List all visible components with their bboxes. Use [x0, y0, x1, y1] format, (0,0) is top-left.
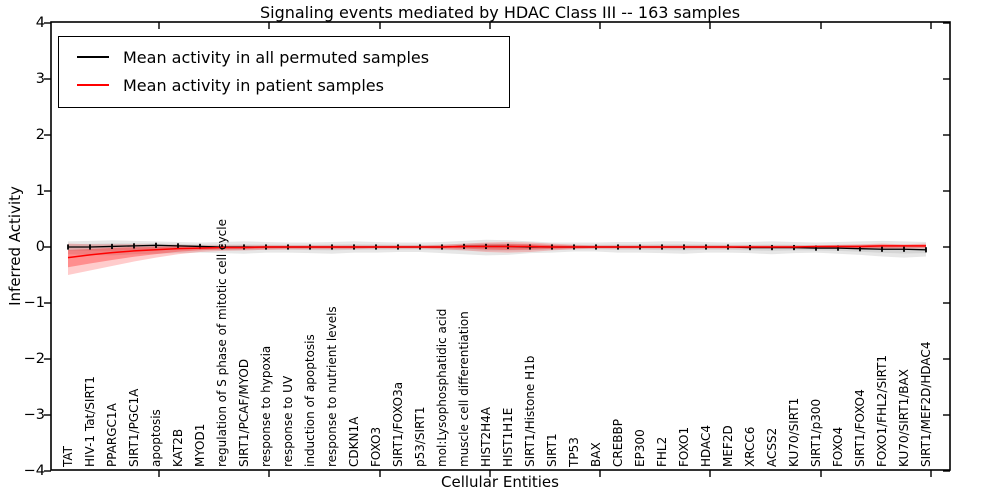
x-tick-label: BAX	[589, 442, 603, 467]
y-tick-label: −4	[23, 463, 45, 479]
x-tick-label: KAT2B	[171, 428, 185, 467]
x-tick-label: response to UV	[281, 375, 295, 467]
x-tick-label: FHL2	[655, 436, 669, 467]
x-tick-label: regulation of S phase of mitotic cell cy…	[215, 219, 229, 467]
x-tick-label: SIRT1/FOXO3a	[391, 381, 405, 467]
x-tick-label: induction of apoptosis	[303, 334, 317, 467]
x-tick-label: SIRT1/p300	[809, 398, 823, 467]
x-tick-label: XRCC6	[743, 426, 757, 467]
x-tick-label: response to nutrient levels	[325, 306, 339, 467]
x-tick-label: EP300	[633, 429, 647, 467]
x-tick-label: PPARGC1A	[105, 403, 119, 467]
y-tick-label: 1	[35, 183, 45, 199]
x-tick-label: apoptosis	[149, 409, 163, 467]
x-tick-label: FOXO4	[831, 426, 845, 467]
x-tick-label: SIRT1/PGC1A	[127, 388, 141, 467]
x-tick-label: muscle cell differentiation	[457, 311, 471, 467]
x-tick-label: response to hypoxia	[259, 345, 273, 467]
x-tick-label: MYOD1	[193, 423, 207, 467]
y-tick-label: 2	[35, 127, 45, 143]
legend-line-sample	[77, 56, 109, 58]
y-tick-label: 3	[35, 71, 45, 87]
y-tick-label: 4	[35, 15, 45, 31]
legend-label: Mean activity in all permuted samples	[123, 47, 430, 67]
y-tick-label: 0	[35, 239, 45, 255]
permuted-band-outer	[68, 239, 926, 258]
legend-line-sample	[77, 84, 109, 86]
legend-item: Mean activity in patient samples	[69, 71, 499, 99]
y-tick-label: −1	[23, 295, 45, 311]
legend-item: Mean activity in all permuted samples	[69, 43, 499, 71]
y-tick-label: −3	[23, 407, 45, 423]
plot-frame	[50, 21, 951, 471]
x-tick-label: KU70/SIRT1/BAX	[897, 369, 911, 467]
x-tick-label: SIRT1/MEF2D/HDAC4	[919, 341, 933, 467]
x-tick-label: SIRT1/PCAF/MYOD	[237, 358, 251, 467]
legend: Mean activity in all permuted samples Mea…	[58, 36, 510, 108]
x-tick-label: TAT	[61, 445, 75, 467]
x-tick-label: MEF2D	[721, 425, 735, 467]
x-tick-label: p53/SIRT1	[413, 406, 427, 467]
x-tick-label: mol:Lysophosphatidic acid	[435, 308, 449, 467]
x-tick-label: SIRT1	[545, 433, 559, 467]
x-tick-label: SIRT1/Histone H1b	[523, 355, 537, 467]
x-tick-label: ACSS2	[765, 427, 779, 467]
legend-label: Mean activity in patient samples	[123, 75, 384, 95]
x-tick-label: SIRT1/FOXO4	[853, 389, 867, 467]
x-tick-label: FOXO1/FHL2/SIRT1	[875, 354, 889, 467]
permuted-band-inner	[68, 243, 926, 254]
x-tick-label: TP53	[567, 437, 581, 467]
chart-title: Signaling events mediated by HDAC Class …	[259, 3, 741, 22]
x-tick-label: HIV-1 Tat/SIRT1	[83, 376, 97, 467]
y-tick-label: −2	[23, 351, 45, 367]
x-tick-label: HIST2H4A	[479, 406, 493, 467]
x-axis-label: Cellular Entities	[441, 473, 559, 491]
x-tick-label: HDAC4	[699, 424, 713, 467]
x-tick-label: KU70/SIRT1	[787, 397, 801, 467]
x-tick-label: CDKN1A	[347, 416, 361, 467]
x-tick-label: HIST1H1E	[501, 407, 515, 467]
x-tick-label: CREBBP	[611, 419, 625, 467]
x-tick-label: FOXO3	[369, 426, 383, 467]
x-tick-label: FOXO1	[677, 426, 691, 467]
patient-mean-line	[67, 245, 926, 259]
